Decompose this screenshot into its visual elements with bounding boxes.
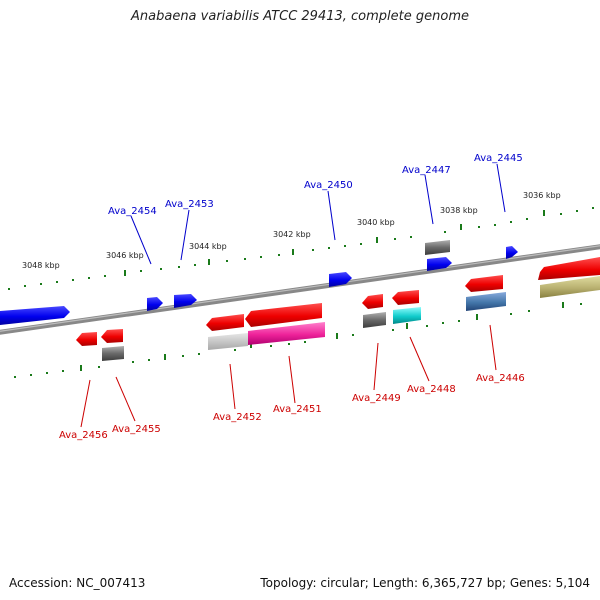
gene-gray-reverse[interactable] [363, 312, 386, 328]
gene-label-reverse: Ava_2455 [112, 424, 161, 435]
tick-label: 3044 kbp [189, 242, 227, 251]
gene-label-reverse: Ava_2448 [407, 384, 456, 395]
leader-line [130, 215, 152, 265]
gene-arrow-reverse[interactable] [245, 303, 322, 327]
gene-steel-reverse[interactable] [466, 292, 506, 311]
reverse-tick-track [14, 302, 582, 378]
gene-olive-reverse[interactable] [540, 276, 600, 298]
leader-line [80, 379, 91, 428]
leader-line [115, 376, 136, 422]
gene-arrow-forward[interactable] [174, 294, 197, 308]
tick-label: 3042 kbp [273, 230, 311, 239]
accession-label: Accession: NC_007413 [9, 576, 146, 590]
genome-summary: Topology: circular; Length: 6,365,727 bp… [260, 576, 590, 590]
tick-label: 3046 kbp [106, 251, 144, 260]
gene-arrow-forward[interactable] [427, 257, 452, 271]
leader-line [496, 163, 506, 213]
gene-label-forward: Ava_2445 [474, 153, 523, 164]
genome-backbone-highlight [0, 245, 600, 332]
gene-gray-reverse[interactable] [102, 346, 124, 361]
forward-genes [0, 240, 600, 325]
gene-gray-forward[interactable] [425, 240, 450, 255]
gene-label-forward: Ava_2450 [304, 180, 353, 191]
gene-arrow-reverse[interactable] [465, 275, 503, 292]
gene-label-forward: Ava_2453 [165, 199, 214, 210]
forward-tick-track [8, 207, 594, 290]
gene-label-reverse: Ava_2449 [352, 393, 401, 404]
gene-lightgray-reverse[interactable] [208, 333, 248, 350]
genome-backbone [0, 244, 600, 335]
gene-arrow-forward[interactable] [329, 272, 352, 287]
gene-arrow-reverse[interactable] [76, 332, 97, 346]
gene-arrow-forward[interactable] [0, 306, 70, 325]
gene-arrow-reverse[interactable] [392, 290, 419, 305]
leader-line [424, 174, 434, 225]
leader-line [409, 336, 430, 382]
leader-line [229, 363, 236, 410]
tick-label: 3036 kbp [523, 191, 561, 200]
leader-line [373, 342, 379, 391]
gene-arrow-reverse[interactable] [101, 329, 123, 343]
leader-line [327, 190, 336, 241]
gene-label-forward: Ava_2447 [402, 165, 451, 176]
map-title: Anabaena variabilis ATCC 29413, complete… [131, 9, 469, 24]
gene-label-reverse: Ava_2446 [476, 373, 525, 384]
gene-cyan-reverse[interactable] [393, 307, 421, 324]
tick-label: 3040 kbp [357, 218, 395, 227]
leader-line [489, 324, 497, 371]
gene-arrow-forward[interactable] [538, 257, 600, 280]
gene-arrow-reverse[interactable] [206, 314, 244, 331]
gene-label-reverse: Ava_2452 [213, 412, 262, 423]
gene-arrow-reverse[interactable] [362, 294, 383, 309]
leader-line [180, 209, 190, 261]
leader-line [288, 355, 296, 404]
gene-arrow-forward[interactable] [506, 246, 518, 259]
tick-label: 3048 kbp [22, 261, 60, 270]
gene-label-reverse: Ava_2456 [59, 430, 108, 441]
gene-label-reverse: Ava_2451 [273, 404, 322, 415]
gene-magenta-reverse[interactable] [248, 322, 325, 345]
reverse-genes [76, 275, 600, 361]
gene-label-forward: Ava_2454 [108, 206, 157, 217]
gene-arrow-forward[interactable] [147, 297, 163, 311]
tick-label: 3038 kbp [440, 206, 478, 215]
